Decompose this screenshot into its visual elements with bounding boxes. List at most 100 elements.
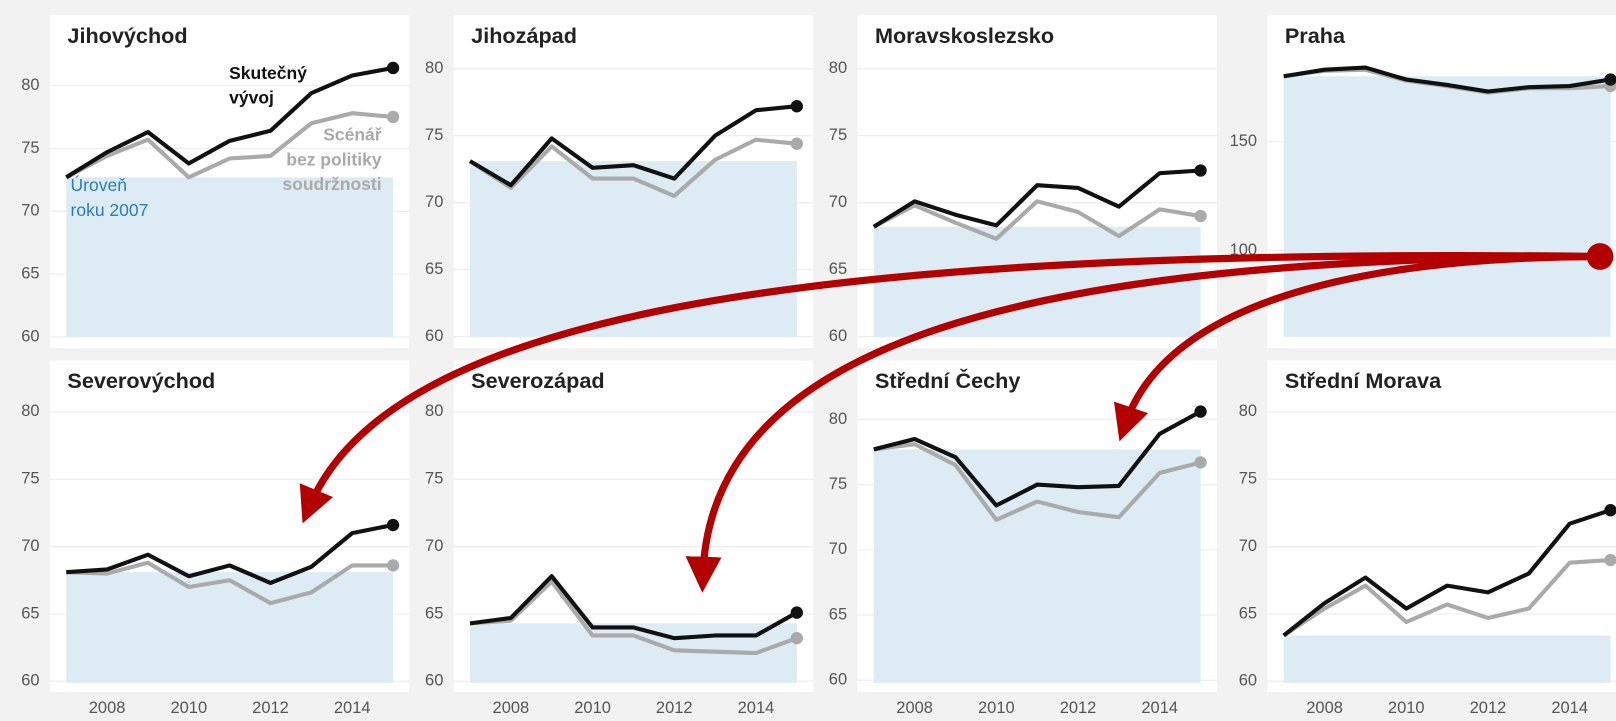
series-line (1282, 508, 1612, 638)
x-tick-label: 2012 (656, 699, 693, 717)
end-dot (790, 632, 803, 645)
panel-title: Severozápad (471, 368, 604, 393)
y-tick-label: 65 (21, 604, 39, 622)
arrow (1113, 252, 1601, 442)
y-tick-label: 70 (1239, 537, 1257, 555)
x-tick-label: 2010 (1388, 699, 1425, 717)
y-tick-label: 65 (425, 260, 443, 278)
y-tick-label: 70 (829, 193, 847, 211)
panel-title: Praha (1285, 23, 1346, 48)
series-line (469, 579, 798, 656)
annotation: Úroveň (71, 174, 127, 195)
baseline-area (66, 572, 394, 683)
end-dot (1604, 73, 1616, 86)
y-tick-label: 70 (425, 193, 443, 211)
annotation: soudržnosti (282, 174, 381, 194)
end-dot (1194, 405, 1207, 418)
x-tick-label: 2014 (1551, 699, 1588, 717)
y-tick-label: 75 (425, 126, 443, 144)
series-line (65, 111, 394, 180)
x-tick-label: 2012 (1060, 699, 1097, 717)
y-tick-label: 60 (21, 327, 39, 345)
end-dot (1604, 553, 1616, 567)
y-tick-label: 70 (829, 540, 847, 558)
panel-title: Střední Čechy (875, 368, 1020, 393)
series-line (872, 199, 1201, 241)
x-tick-label: 2008 (89, 699, 126, 717)
annotation: bez politiky (286, 149, 382, 169)
series-line (66, 522, 394, 586)
x-tick-label: 2012 (252, 699, 289, 717)
x-tick-label: 2008 (896, 699, 933, 717)
y-tick-label: 75 (829, 126, 847, 144)
x-tick-label: 2010 (574, 699, 611, 717)
annotation: Skutečný (229, 63, 307, 83)
series-line (468, 137, 798, 199)
y-tick-label: 80 (425, 402, 443, 420)
y-tick-label: 65 (1239, 604, 1257, 622)
y-tick-label: 80 (21, 76, 39, 94)
series-line (872, 168, 1201, 229)
arrow-origin (1586, 243, 1614, 270)
end-dot (386, 518, 400, 532)
series-line (469, 574, 798, 641)
panel-title: Střední Morava (1285, 368, 1442, 393)
arrow (299, 252, 1601, 524)
y-tick-label: 70 (21, 202, 39, 220)
y-tick-label: 70 (425, 537, 443, 555)
end-dot (386, 110, 400, 124)
x-tick-label: 2008 (1306, 699, 1343, 717)
end-dot (1194, 456, 1207, 469)
y-tick-label: 60 (829, 671, 847, 689)
series-line (873, 442, 1202, 522)
end-dot (1604, 504, 1616, 517)
series-line (66, 560, 394, 606)
y-tick-label: 65 (829, 605, 847, 623)
series-line (65, 65, 394, 180)
baseline-area (470, 161, 797, 337)
y-tick-label: 65 (21, 264, 39, 282)
end-dot (1194, 209, 1207, 223)
series-line (468, 104, 798, 188)
annotation: vývoj (229, 88, 274, 108)
y-tick-label: 150 (1230, 132, 1257, 150)
y-tick-label: 60 (425, 672, 443, 690)
end-dot (1194, 164, 1207, 177)
y-tick-label: 70 (21, 537, 39, 555)
y-tick-label: 60 (829, 327, 847, 345)
x-tick-label: 2008 (493, 699, 530, 717)
y-tick-label: 75 (829, 475, 847, 493)
y-tick-label: 60 (425, 327, 443, 345)
y-tick-label: 60 (21, 672, 39, 690)
arrow (685, 252, 1601, 593)
x-tick-label: 2014 (1141, 699, 1178, 717)
end-dot (790, 100, 803, 113)
y-tick-label: 75 (21, 470, 39, 488)
panel-title: Jihovýchod (67, 23, 187, 48)
x-tick-label: 2012 (1470, 699, 1507, 717)
y-tick-label: 80 (829, 59, 847, 77)
x-tick-label: 2014 (334, 699, 371, 717)
y-tick-label: 75 (425, 470, 443, 488)
y-tick-label: 65 (425, 604, 443, 622)
arrows (299, 243, 1614, 593)
y-tick-label: 80 (1239, 402, 1257, 420)
annotation: Scénář (323, 125, 382, 145)
panel-title: Moravskoslezsko (875, 23, 1054, 48)
x-tick-label: 2010 (978, 699, 1015, 717)
panel-title: Severovýchod (67, 368, 215, 393)
y-tick-label: 75 (1239, 470, 1257, 488)
end-dot (790, 137, 803, 150)
series-line (1283, 65, 1611, 94)
x-tick-label: 2010 (170, 699, 207, 717)
y-tick-label: 80 (21, 402, 39, 420)
baseline-area (1283, 76, 1611, 337)
annotation: roku 2007 (71, 200, 149, 220)
y-tick-label: 80 (425, 59, 443, 77)
panel-title: Jihozápad (471, 23, 577, 48)
end-dot (386, 61, 400, 75)
y-tick-label: 80 (829, 410, 847, 428)
end-dot (386, 559, 400, 572)
